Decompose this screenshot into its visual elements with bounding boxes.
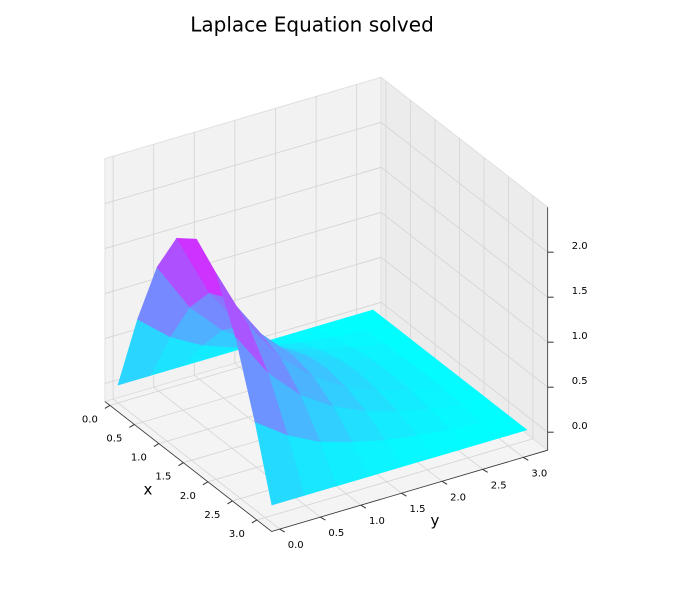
z-tick-label: 1.0 bbox=[572, 331, 588, 342]
grid-line bbox=[256, 438, 534, 521]
grid-line bbox=[380, 211, 548, 343]
y-tick-label: 3.0 bbox=[531, 468, 547, 479]
axis-line bbox=[104, 401, 272, 532]
grid-line bbox=[380, 256, 548, 388]
grid-line bbox=[380, 301, 548, 433]
x-tick-label: 2.0 bbox=[180, 491, 196, 502]
x-tick bbox=[178, 462, 184, 467]
z-tick-label: 1.5 bbox=[572, 286, 588, 297]
x-tick-label: 1.0 bbox=[131, 453, 147, 464]
z-tick-label: 2.0 bbox=[572, 241, 588, 252]
y-tick-label: 2.5 bbox=[491, 480, 507, 491]
axis-line bbox=[271, 449, 548, 532]
chart-title: Laplace Equation solved bbox=[190, 13, 434, 37]
x-axis-label: x bbox=[144, 481, 153, 499]
y-axis-label: y bbox=[431, 512, 440, 530]
grid-line bbox=[104, 166, 382, 249]
x-tick-label: 2.5 bbox=[204, 510, 220, 521]
x-tick bbox=[202, 481, 209, 486]
y-tick-label: 1.5 bbox=[410, 504, 426, 515]
surface-patch bbox=[254, 422, 305, 506]
y-tick bbox=[320, 516, 326, 521]
y-tick bbox=[482, 468, 488, 473]
y-tick bbox=[441, 480, 448, 485]
y-tick bbox=[279, 528, 285, 533]
grid-line bbox=[112, 398, 280, 530]
x-tick-label: 1.5 bbox=[155, 472, 171, 483]
x-tick-label: 0.0 bbox=[82, 414, 98, 425]
y-tick bbox=[360, 504, 367, 509]
x-tick bbox=[251, 519, 258, 524]
z-tick-label: 0.5 bbox=[572, 376, 588, 387]
grid-line bbox=[104, 211, 382, 294]
grid-line bbox=[380, 121, 548, 253]
x-tick-label: 3.0 bbox=[229, 529, 245, 540]
z-tick-label: 0.0 bbox=[572, 421, 588, 432]
x-tick bbox=[153, 443, 160, 448]
x-tick bbox=[227, 500, 233, 505]
x-tick-label: 0.5 bbox=[106, 433, 122, 444]
grid-line bbox=[380, 166, 548, 298]
y-tick-label: 0.5 bbox=[328, 528, 344, 539]
y-tick-label: 2.0 bbox=[450, 492, 466, 503]
x-tick bbox=[104, 404, 111, 409]
x-tick bbox=[129, 424, 135, 428]
y-tick bbox=[401, 492, 407, 497]
y-tick-label: 1.0 bbox=[369, 516, 385, 527]
y-tick bbox=[523, 456, 529, 461]
grid-line bbox=[104, 121, 382, 204]
y-tick-label: 0.0 bbox=[288, 540, 304, 551]
